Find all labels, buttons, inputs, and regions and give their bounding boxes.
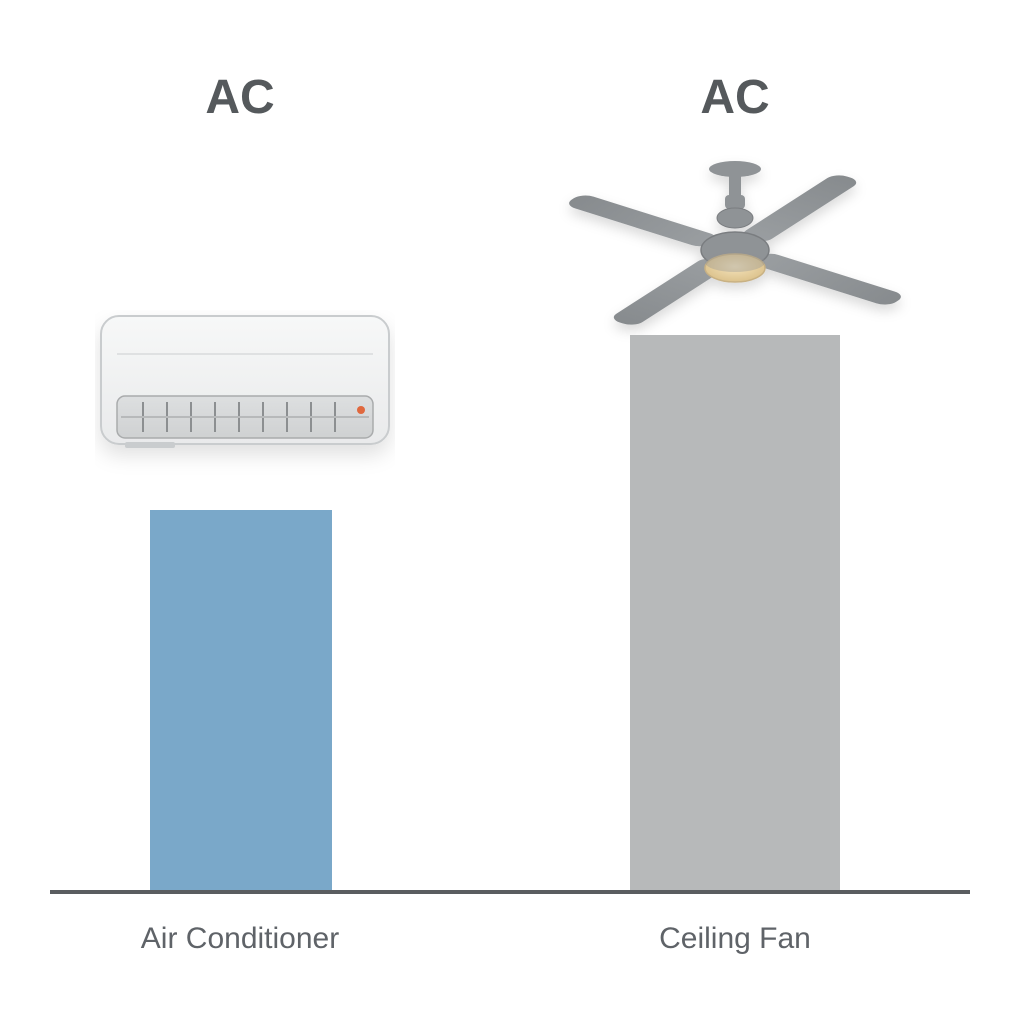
air-conditioner-svg	[95, 310, 395, 480]
fan-top-label: AC	[650, 70, 820, 125]
ceiling-fan-icon	[545, 155, 925, 345]
ac-bar	[150, 510, 332, 890]
ac-top-label: AC	[155, 70, 325, 125]
comparison-infographic: AC	[0, 0, 1024, 1024]
ac-bottom-label: Air Conditioner	[110, 922, 370, 956]
chart-baseline	[50, 890, 970, 894]
fan-bar	[630, 335, 840, 890]
air-conditioner-icon	[95, 310, 395, 480]
fan-bottom-label: Ceiling Fan	[610, 922, 860, 956]
ceiling-fan-svg	[545, 155, 925, 345]
